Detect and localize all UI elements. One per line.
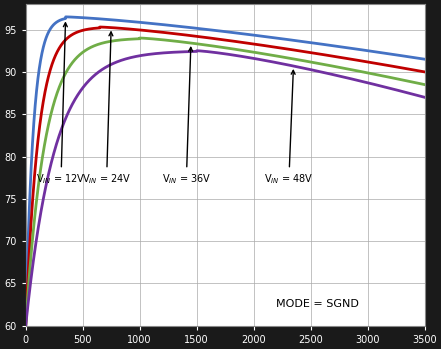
Text: V$_{IN}$ = 48V: V$_{IN}$ = 48V bbox=[264, 70, 314, 186]
Text: V$_{IN}$ = 36V: V$_{IN}$ = 36V bbox=[161, 47, 211, 186]
Text: V$_{IN}$ = 12V: V$_{IN}$ = 12V bbox=[36, 23, 86, 186]
Text: MODE = SGND: MODE = SGND bbox=[277, 299, 359, 309]
Text: V$_{IN}$ = 24V: V$_{IN}$ = 24V bbox=[82, 32, 131, 186]
